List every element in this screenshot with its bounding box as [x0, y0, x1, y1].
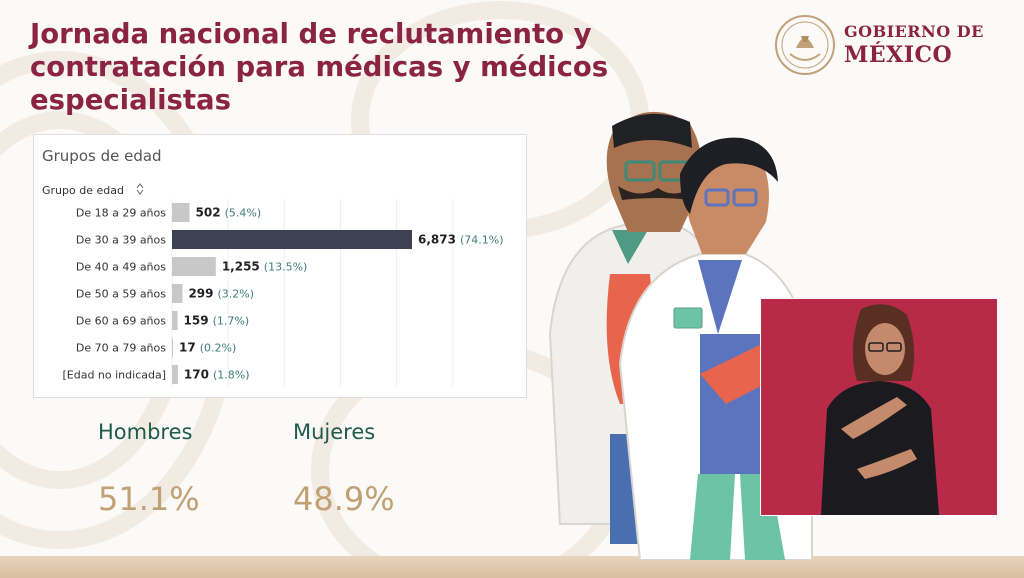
bar[interactable] [172, 284, 183, 303]
bottom-band [0, 556, 1024, 578]
page-title-line-1: Jornada nacional de reclutamiento y [30, 18, 592, 50]
page-title-line-2: contratación para médicas y médicos [30, 51, 609, 83]
bar[interactable] [172, 365, 178, 384]
bar-value-label: 6,873 [418, 233, 456, 247]
sign-language-interpreter-video [760, 298, 998, 516]
men-label: Hombres [98, 420, 193, 444]
age-bar-chart: De 18 a 29 años 502 (5.4%) De 30 a 39 años 6… [62, 199, 504, 387]
bar-percent-label: (0.2%) [200, 342, 237, 355]
bar[interactable] [172, 257, 216, 276]
women-label: Mujeres [293, 420, 376, 444]
women-value: 48.9% [293, 480, 395, 518]
bar[interactable] [172, 311, 178, 330]
bar-percent-label: (1.7%) [213, 315, 250, 328]
category-label: De 18 a 29 años [76, 207, 166, 220]
age-groups-chart-panel: Grupos de edad Grupo de edad De 18 a 29 … [33, 134, 527, 398]
bar-percent-label: (74.1%) [460, 234, 504, 247]
chart-title: Grupos de edad [42, 147, 162, 165]
bar-percent-label: (1.8%) [213, 369, 250, 382]
sort-icon[interactable] [136, 183, 144, 195]
logo-line-2: MÉXICO [844, 42, 953, 68]
national-seal-icon [775, 15, 835, 75]
bar[interactable] [172, 203, 190, 222]
men-value: 51.1% [98, 480, 200, 518]
bar-percent-label: (5.4%) [225, 207, 262, 220]
interpreter-figure [821, 304, 939, 515]
page-title-line-3: especialistas [30, 84, 231, 116]
men-stat: Hombres 51.1% [98, 420, 200, 518]
category-label: [Edad no indicada] [62, 369, 166, 382]
category-label: De 50 a 59 años [76, 288, 166, 301]
category-label: De 70 a 79 años [76, 342, 166, 355]
page-title: Jornada nacional de reclutamiento y cont… [30, 18, 670, 117]
bar-value-label: 17 [179, 341, 196, 355]
row-header-label: Grupo de edad [42, 184, 124, 197]
women-stat: Mujeres 48.9% [293, 420, 395, 518]
category-label: De 40 a 49 años [76, 261, 166, 274]
bar-percent-label: (13.5%) [264, 261, 308, 274]
bar[interactable] [172, 338, 173, 357]
bar-percent-label: (3.2%) [218, 288, 255, 301]
bar-value-label: 170 [184, 368, 209, 382]
category-label: De 30 a 39 años [76, 234, 166, 247]
bar[interactable] [172, 230, 412, 249]
bar-value-label: 159 [184, 314, 209, 328]
bar-value-label: 502 [196, 206, 221, 220]
bar-value-label: 1,255 [222, 260, 260, 274]
gobierno-de-mexico-logo: GOBIERNO DE MÉXICO [774, 10, 984, 76]
logo-line-1: GOBIERNO DE [844, 22, 984, 41]
category-label: De 60 a 69 años [76, 315, 166, 328]
bar-value-label: 299 [188, 287, 213, 301]
